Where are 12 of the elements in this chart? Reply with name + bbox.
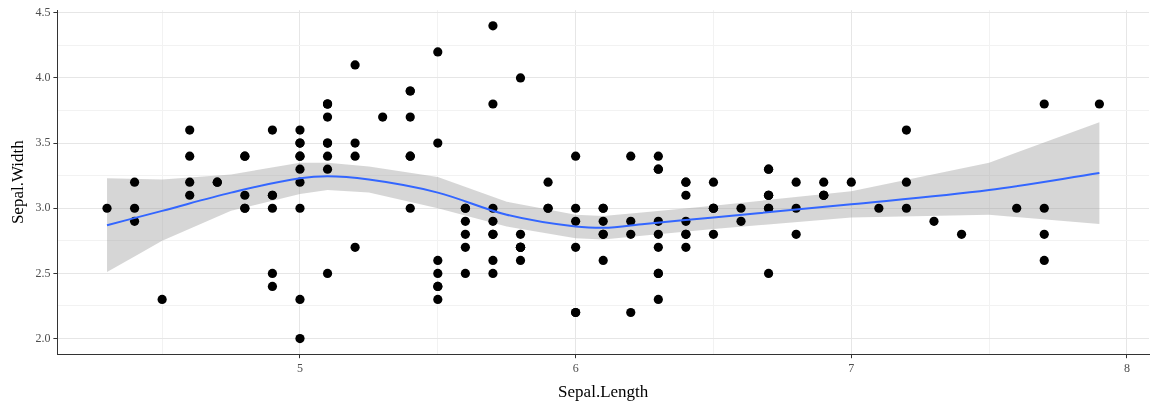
y-axis-title: Sepal.Width (7, 139, 27, 225)
y-tick-label: 3.5 (35, 135, 51, 150)
x-tick-label: 6 (572, 360, 579, 375)
x-axis-title: Sepal.Length (558, 382, 649, 402)
y-tick-label: 4.5 (35, 4, 51, 19)
y-tick-label: 3.0 (35, 200, 51, 215)
y-tick-label: 4.0 (35, 70, 51, 85)
text: 2.0 (35, 330, 51, 345)
x-tick-label: 8 (1123, 360, 1130, 375)
x-tick-label: 7 (848, 360, 855, 375)
x-tick-label: 5 (296, 360, 303, 375)
y-tick-label: 2.5 (35, 265, 51, 280)
